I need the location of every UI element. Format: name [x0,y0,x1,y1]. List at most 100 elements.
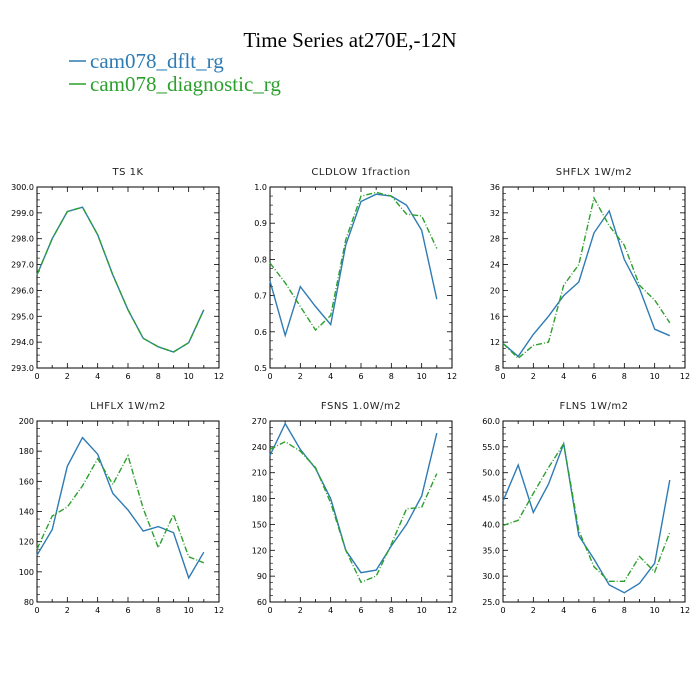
y-tick-label: 294.0 [11,338,34,347]
x-tick-label: 8 [389,372,394,381]
y-tick-label: 16 [490,312,500,321]
y-tick-label: 180 [19,447,34,456]
x-tick-label: 12 [680,606,690,615]
series-line-dflt [502,441,671,594]
y-tick-label: 40.0 [482,520,500,529]
y-tick-label: 120 [252,546,267,555]
y-tick-label: 0.9 [254,219,267,228]
panels: TS 1K0 2 4 6 8 10 12293.0294.0295.0296.0297.02… [11,167,690,615]
x-tick-label: 2 [531,606,536,615]
x-tick-label: 4 [561,606,566,615]
legend: cam078_dflt_rg cam078_diagnostic_rg [69,49,281,96]
y-tick-label: 20 [490,286,500,295]
x-tick-label: 0 [267,606,272,615]
series-line-diagnostic [269,191,438,332]
x-tick-label: 0 [500,372,505,381]
y-tick-label: 0.8 [254,255,267,264]
y-tick-label: 295.0 [11,312,34,321]
x-tick-label: 6 [591,606,596,615]
y-tick-label: 55.0 [482,443,500,452]
x-tick-label: 0 [500,606,505,615]
series-line-dflt [36,206,205,353]
panel-1: TS 1K 0 2 4 6 8 10 12 293.0 294.0 295.0 296.0 297.0 2… [11,167,224,381]
y-tick-label: 30.0 [482,572,500,581]
y-tick-label: 60 [257,598,267,607]
series-line-diagnostic [502,196,671,360]
plot-frame [502,420,686,603]
x-tick-label: 4 [95,606,100,615]
x-tick-label: 6 [358,372,363,381]
y-tick-label: 299.0 [11,209,34,218]
y-tick-label: 35.0 [482,546,500,555]
y-tick-label: 12 [490,338,500,347]
y-tick-label: 298.0 [11,235,34,244]
y-tick-label: 140 [19,508,34,517]
y-tick-label: 120 [19,538,34,547]
y-tick-label: 160 [19,477,34,486]
legend-label-dflt: cam078_dflt_rg [90,49,224,73]
y-tick-label: 45.0 [482,495,500,504]
series-line-dflt [502,209,671,358]
x-tick-label: 4 [328,606,333,615]
panel-2: CLDLOW 1fraction 0 2 4 6 8 10 12 0.5 0.6 0.7 0.8 0.9… [254,167,457,381]
x-tick-label: 10 [417,372,427,381]
x-tick-label: 12 [447,372,457,381]
x-tick-label: 12 [214,606,224,615]
x-tick-label: 6 [125,372,130,381]
y-tick-label: 297.0 [11,261,34,270]
y-tick-label: 80 [24,598,34,607]
x-tick-label: 10 [184,606,194,615]
x-tick-label: 8 [622,606,627,615]
panel-title: SHFLX 1W/m2 [556,167,632,178]
y-tick-label: 36 [490,183,500,192]
legend-label-diagnostic: cam078_diagnostic_rg [90,72,281,96]
y-tick-label: 200 [19,417,34,426]
series-line-diagnostic [502,441,671,582]
x-tick-label: 12 [447,606,457,615]
panel-4: LHFLX 1W/m2 0 2 4 6 8 10 12 80 100 120 140 160 180 200 [19,401,224,615]
x-tick-label: 4 [95,372,100,381]
x-tick-label: 2 [298,372,303,381]
y-tick-label: 180 [252,495,267,504]
x-tick-label: 10 [184,372,194,381]
x-tick-label: 10 [650,372,660,381]
x-tick-label: 10 [650,606,660,615]
x-tick-label: 6 [358,606,363,615]
series-line-dflt [269,193,438,338]
x-tick-label: 12 [680,372,690,381]
x-tick-label: 0 [267,372,272,381]
y-tick-label: 24 [490,261,500,270]
x-tick-label: 4 [561,372,566,381]
panel-title: CLDLOW 1fraction [311,167,410,178]
y-tick-label: 240 [252,443,267,452]
series-line-diagnostic [36,453,205,564]
y-tick-label: 150 [252,520,267,529]
y-tick-label: 32 [490,209,500,218]
x-tick-label: 10 [417,606,427,615]
y-tick-label: 100 [19,568,34,577]
y-tick-label: 8 [495,364,500,373]
series-line-dflt [36,436,205,580]
plot-frame [36,420,220,603]
y-tick-label: 296.0 [11,286,34,295]
x-tick-label: 0 [34,372,39,381]
y-tick-label: 0.7 [254,292,267,301]
panel-6: FLNS 1W/m2 0 2 4 6 8 10 12 25.0 30.0 35.0 40.0 45.0 5… [482,401,690,615]
x-tick-label: 8 [389,606,394,615]
x-tick-label: 4 [328,372,333,381]
y-tick-label: 210 [252,469,267,478]
x-tick-label: 2 [65,372,70,381]
x-tick-label: 2 [298,606,303,615]
y-tick-label: 28 [490,235,500,244]
y-tick-label: 1.0 [254,183,267,192]
figure-title: Time Series at270E,-12N [243,28,456,52]
plot-frame [502,186,686,369]
y-tick-label: 60.0 [482,417,500,426]
series-line-diagnostic [36,206,205,353]
x-tick-label: 2 [65,606,70,615]
x-tick-label: 6 [591,372,596,381]
panel-title: FLNS 1W/m2 [559,401,628,412]
plot-frame [269,420,453,603]
